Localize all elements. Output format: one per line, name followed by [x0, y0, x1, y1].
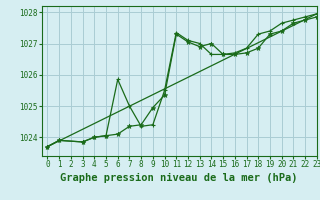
- X-axis label: Graphe pression niveau de la mer (hPa): Graphe pression niveau de la mer (hPa): [60, 173, 298, 183]
